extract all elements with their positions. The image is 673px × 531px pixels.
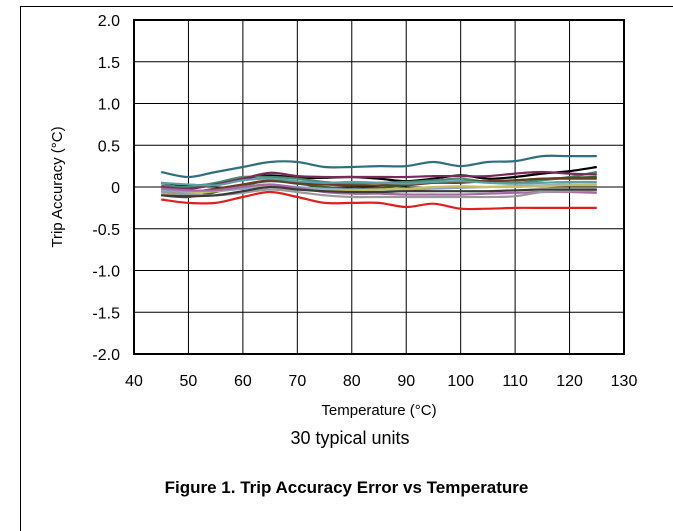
- series-line-7: [161, 177, 597, 187]
- y-axis-label: Trip Accuracy (°C): [49, 126, 66, 247]
- x-tick-label: 50: [180, 373, 198, 390]
- series-line-10: [161, 183, 597, 196]
- x-tick-label: 90: [397, 373, 415, 390]
- series-line-1: [160, 154, 597, 179]
- frame-left-rule: [20, 6, 21, 531]
- figure-caption: Figure 1. Trip Accuracy Error vs Tempera…: [164, 478, 529, 497]
- chart-annotation: 30 typical units: [290, 428, 410, 448]
- series-line-13: [161, 190, 597, 211]
- y-tick-label: 1.0: [98, 97, 120, 114]
- x-tick-label: 110: [502, 373, 528, 390]
- y-tick-label: -1.5: [92, 305, 120, 322]
- series-line-11: [161, 188, 597, 199]
- series-line-12: [161, 185, 597, 198]
- y-tick-label: -2.0: [92, 347, 120, 364]
- x-tick-labels: 40 50 60 70 80 90 100 110 120 130: [125, 373, 637, 390]
- x-tick-label: 60: [234, 373, 252, 390]
- series-line-6: [161, 177, 597, 194]
- y-tick-label: 2.0: [98, 13, 120, 30]
- y-tick-label: 0: [111, 180, 120, 197]
- x-tick-label: 120: [556, 373, 583, 390]
- y-tick-label: 1.5: [98, 55, 120, 72]
- plot-area-border: [133, 19, 625, 355]
- x-axis-label: Temperature (°C): [321, 402, 436, 419]
- y-tick-label: 0.5: [98, 138, 120, 155]
- series-line-4: [161, 170, 597, 190]
- y-tick-label: -1.0: [92, 264, 120, 281]
- x-tick-label: 100: [447, 373, 474, 390]
- frame-top-rule: [20, 6, 673, 7]
- x-tick-label: 40: [125, 373, 143, 390]
- x-tick-label: 70: [288, 373, 306, 390]
- x-tick-label: 80: [343, 373, 361, 390]
- y-tick-label: -0.5: [92, 222, 120, 239]
- series-layer: [160, 154, 597, 211]
- x-tick-label: 130: [611, 373, 638, 390]
- y-tick-labels: 2.0 1.5 1.0 0.5 0 -0.5 -1.0 -1.5 -2.0: [92, 13, 120, 364]
